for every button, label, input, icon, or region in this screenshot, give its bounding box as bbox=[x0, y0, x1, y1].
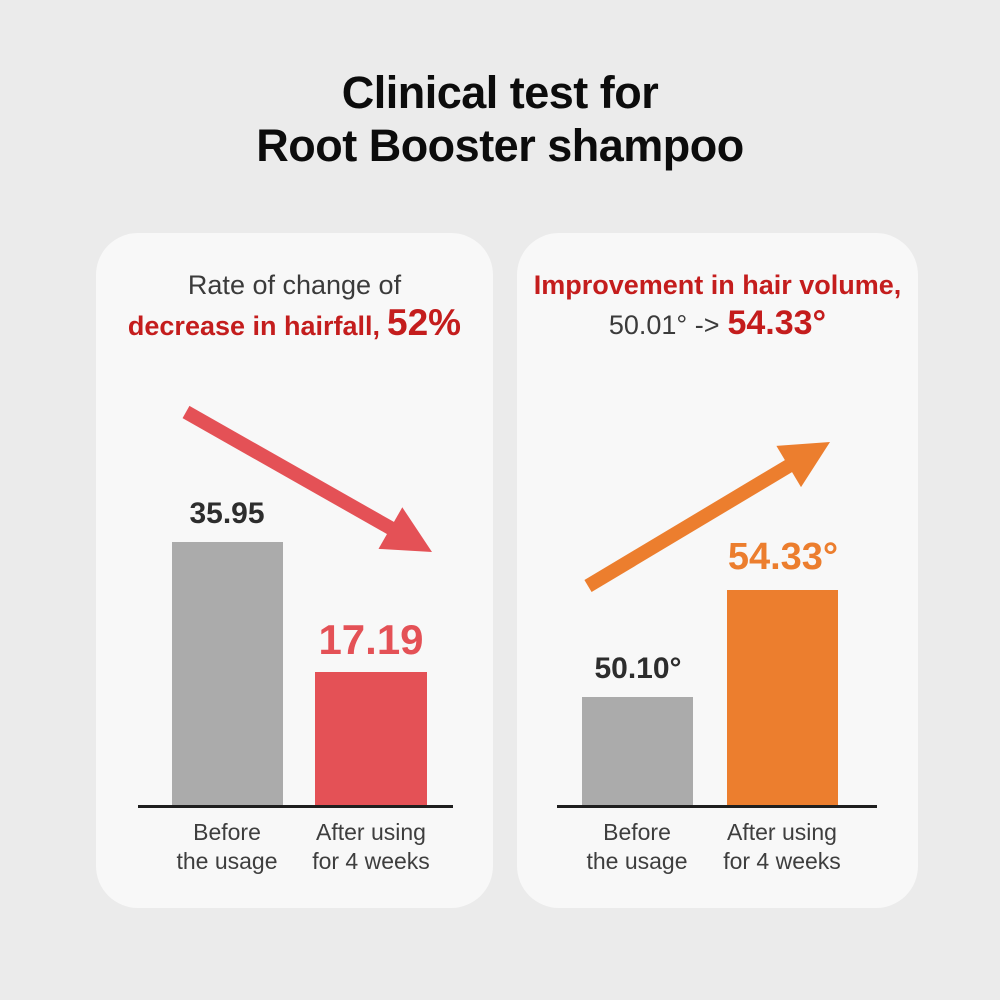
category-label-before: Before the usage bbox=[152, 818, 302, 876]
bar-after-usage bbox=[727, 590, 838, 805]
title-line-1: Clinical test for bbox=[341, 67, 659, 118]
bar-value-before: 50.10° bbox=[594, 652, 682, 685]
x-axis-line bbox=[138, 805, 453, 808]
bar-value-after: 54.33° bbox=[727, 536, 839, 578]
page-title: Clinical test for Root Booster shampoo bbox=[0, 66, 1000, 172]
category-label-after: After using for 4 weeks bbox=[707, 818, 857, 876]
category-before-line2: the usage bbox=[586, 848, 688, 874]
category-after-line1: After using bbox=[727, 819, 837, 845]
volume-heading-line2: 50.01° -> 54.33° bbox=[517, 303, 918, 345]
hairfall-heading-text: decrease in hairfall, bbox=[127, 311, 381, 341]
bar-value-before: 35.95 bbox=[189, 497, 265, 530]
category-before-line2: the usage bbox=[176, 848, 278, 874]
bar-before-usage bbox=[172, 542, 283, 805]
category-before-line1: Before bbox=[193, 819, 261, 845]
category-after-line1: After using bbox=[316, 819, 426, 845]
category-before-line1: Before bbox=[603, 819, 671, 845]
hairfall-heading-line2: decrease in hairfall, 52% bbox=[96, 303, 493, 346]
hair-volume-chart-heading: Improvement in hair volume, 50.01° -> 54.… bbox=[517, 267, 918, 345]
volume-heading-line1: Improvement in hair volume, bbox=[533, 270, 902, 300]
x-axis-line bbox=[557, 805, 877, 808]
hairfall-chart-card: Rate of change of decrease in hairfall, 5… bbox=[96, 233, 493, 908]
hairfall-percent-value: 52% bbox=[387, 302, 462, 343]
hair-volume-chart-card: Improvement in hair volume, 50.01° -> 54.… bbox=[517, 233, 918, 908]
hairfall-chart-heading: Rate of change of decrease in hairfall, 5… bbox=[96, 267, 493, 346]
bar-after-usage bbox=[315, 672, 427, 805]
title-line-2: Root Booster shampoo bbox=[256, 120, 744, 171]
category-after-line2: for 4 weeks bbox=[723, 848, 841, 874]
category-label-after: After using for 4 weeks bbox=[296, 818, 446, 876]
bar-before-usage bbox=[582, 697, 693, 805]
hairfall-heading-line1: Rate of change of bbox=[187, 270, 402, 300]
bar-value-after: 17.19 bbox=[318, 616, 424, 663]
volume-before-value: 50.01° -> bbox=[608, 310, 720, 340]
category-label-before: Before the usage bbox=[562, 818, 712, 876]
volume-after-value: 54.33° bbox=[727, 304, 827, 342]
category-after-line2: for 4 weeks bbox=[312, 848, 430, 874]
